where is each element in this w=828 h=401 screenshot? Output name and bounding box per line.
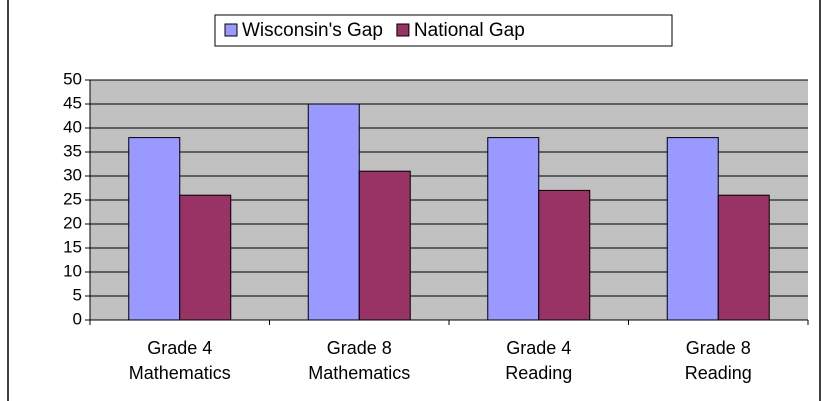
y-tick-label: 20 bbox=[63, 213, 82, 232]
x-tick-label: Reading bbox=[505, 363, 572, 383]
legend-swatch bbox=[224, 23, 238, 37]
bar bbox=[717, 194, 770, 321]
bar bbox=[307, 103, 360, 321]
y-tick-label: 10 bbox=[63, 261, 82, 280]
y-tick-label: 15 bbox=[63, 237, 82, 256]
bar bbox=[128, 137, 181, 321]
x-tick-label: Mathematics bbox=[308, 363, 410, 383]
x-tick-label: Grade 4 bbox=[506, 338, 571, 358]
y-tick-label: 50 bbox=[63, 69, 82, 88]
x-tick-label: Grade 4 bbox=[147, 338, 212, 358]
bar bbox=[666, 137, 719, 321]
x-tick-label: Reading bbox=[685, 363, 752, 383]
x-tick-label: Grade 8 bbox=[686, 338, 751, 358]
y-tick-label: 0 bbox=[73, 309, 82, 328]
y-tick-label: 25 bbox=[63, 189, 82, 208]
bar bbox=[538, 189, 591, 321]
bar bbox=[358, 170, 411, 321]
x-tick-label: Grade 8 bbox=[327, 338, 392, 358]
y-tick-label: 45 bbox=[63, 93, 82, 112]
y-tick-label: 30 bbox=[63, 165, 82, 184]
y-tick-label: 5 bbox=[73, 285, 82, 304]
legend-label: National Gap bbox=[414, 20, 525, 41]
y-tick-label: 40 bbox=[63, 117, 82, 136]
legend-box bbox=[214, 14, 673, 47]
legend-label: Wisconsin's Gap bbox=[242, 20, 383, 41]
x-tick-label: Mathematics bbox=[129, 363, 231, 383]
y-tick-label: 35 bbox=[63, 141, 82, 160]
bar bbox=[179, 194, 232, 321]
bar bbox=[487, 137, 540, 321]
legend-swatch bbox=[396, 23, 410, 37]
